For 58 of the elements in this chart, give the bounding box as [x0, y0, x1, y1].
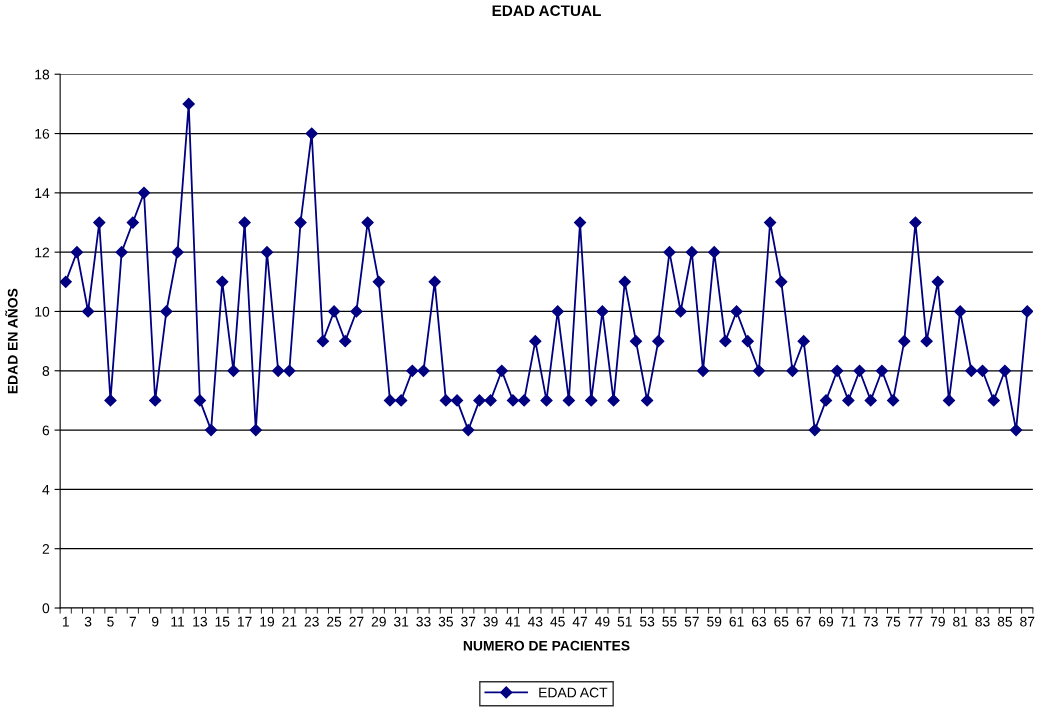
x-tick-label: 15	[215, 616, 230, 627]
x-axis-title: NUMERO DE PACIENTES	[463, 640, 630, 651]
y-tick-label: 6	[42, 425, 50, 436]
x-tick-label: 87	[1020, 616, 1035, 627]
x-tick-label: 55	[662, 616, 677, 627]
legend-label: EDAD ACT	[539, 687, 608, 698]
x-tick-label: 63	[751, 616, 767, 627]
x-tick-label: 45	[550, 616, 565, 627]
x-tick-label: 25	[327, 616, 342, 627]
x-tick-label: 73	[863, 616, 878, 627]
x-tick-label: 23	[304, 616, 319, 627]
chart-title: EDAD ACTUAL	[492, 5, 601, 17]
x-tick-label: 71	[841, 616, 856, 627]
x-tick-label: 7	[129, 616, 136, 627]
x-tick-label: 83	[975, 616, 990, 627]
x-tick-label: 17	[237, 616, 252, 627]
x-tick-label: 5	[107, 616, 114, 627]
y-tick-label: 14	[35, 188, 50, 198]
x-tick-label: 11	[171, 616, 185, 627]
x-tick-label: 13	[193, 616, 208, 627]
x-tick-label: 3	[84, 616, 92, 627]
y-tick-label: 2	[42, 544, 50, 554]
x-tick-label: 81	[953, 616, 968, 627]
y-tick-label: 12	[35, 247, 50, 258]
x-tick-label: 33	[416, 616, 431, 627]
x-tick-label: 77	[908, 616, 923, 627]
x-tick-label: 67	[796, 616, 811, 627]
x-tick-label: 9	[151, 616, 159, 627]
x-tick-label: 57	[684, 616, 699, 627]
x-tick-label: 49	[595, 616, 610, 627]
y-tick-label: 4	[42, 484, 50, 495]
x-tick-label: 27	[349, 616, 364, 627]
x-tick-label: 1	[62, 616, 69, 627]
x-tick-label: 21	[282, 616, 297, 627]
x-tick-label: 75	[886, 616, 901, 627]
x-tick-label: 29	[371, 616, 386, 627]
x-tick-label: 65	[774, 616, 789, 627]
x-tick-label: 39	[483, 616, 498, 627]
x-tick-label: 41	[505, 616, 520, 627]
x-tick-label: 69	[818, 616, 834, 627]
x-tick-label: 85	[997, 616, 1013, 627]
y-tick-label: 8	[42, 366, 50, 376]
x-tick-label: 79	[930, 616, 945, 627]
x-tick-label: 59	[707, 616, 722, 627]
x-tick-label: 61	[729, 616, 744, 627]
y-axis-title: EDAD EN AÑOS	[5, 288, 18, 394]
y-tick-label: 0	[42, 603, 50, 614]
x-tick-label: 19	[260, 616, 275, 627]
x-tick-label: 43	[527, 616, 543, 627]
y-tick-label: 18	[35, 69, 50, 80]
x-tick-label: 31	[393, 616, 409, 627]
x-tick-label: 53	[639, 616, 655, 627]
y-tick-label: 16	[35, 128, 50, 139]
x-tick-label: 51	[617, 616, 632, 627]
x-tick-label: 47	[572, 616, 588, 627]
x-tick-label: 37	[461, 616, 476, 627]
x-tick-label: 35	[438, 616, 454, 627]
y-tick-label: 10	[35, 306, 50, 317]
